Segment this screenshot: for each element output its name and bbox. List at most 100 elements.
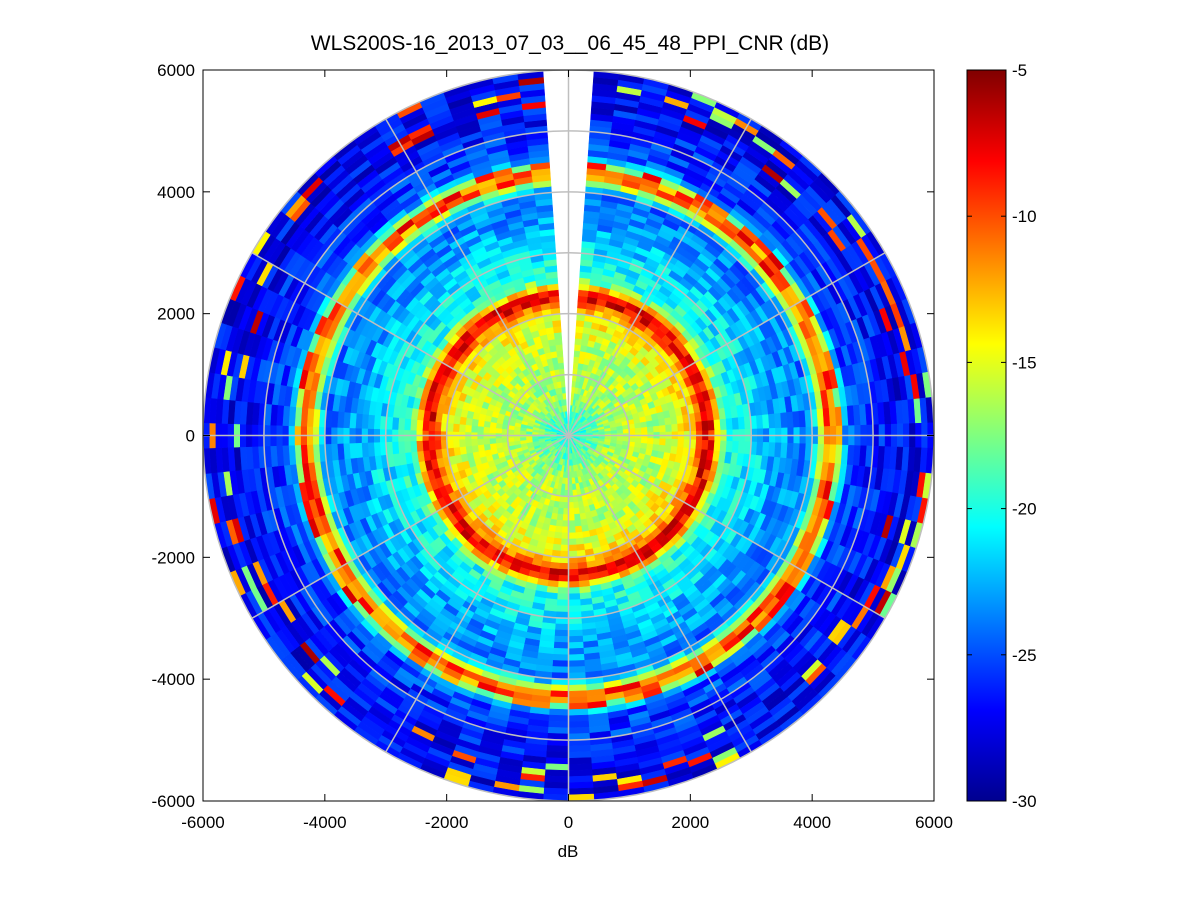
- ppi-cell: [416, 440, 424, 452]
- ppi-cell: [549, 690, 569, 698]
- ppi-cell: [568, 526, 576, 534]
- ppi-cell: [513, 436, 521, 442]
- ppi-cell: [571, 483, 577, 491]
- ppi-cell: [483, 443, 491, 451]
- ppi-cell: [568, 726, 590, 735]
- ppi-cell: [610, 430, 618, 435]
- ppi-cell: [568, 568, 579, 576]
- ppi-cell: [409, 418, 418, 431]
- ppi-cell: [568, 745, 591, 753]
- ppi-cell: [575, 331, 584, 340]
- ppi-cell: [552, 325, 562, 334]
- ppi-cell: [719, 418, 728, 431]
- ppi-cell: [568, 666, 586, 674]
- ppi-cell: [737, 416, 746, 430]
- ppi-cell: [568, 641, 584, 649]
- chart-title: WLS200S-16_2013_07_03__06_45_48_PPI_CNR …: [311, 32, 829, 55]
- ppi-cell: [545, 757, 569, 765]
- ppi-cell: [695, 421, 703, 432]
- ppi-cell: [561, 386, 566, 394]
- ppi-cell: [397, 417, 406, 431]
- ppi-cell: [713, 419, 721, 431]
- ppi-cell: [555, 519, 563, 527]
- ppi-cell: [653, 425, 661, 433]
- ppi-cell: [568, 696, 588, 704]
- ppi-cell: [568, 538, 577, 546]
- ppi-cell: [549, 696, 569, 704]
- ppi-cell: [553, 635, 569, 643]
- ppi-cell: [562, 392, 567, 400]
- ppi-cell: [562, 508, 569, 515]
- ppi-cell: [695, 439, 703, 450]
- ppi-cell: [604, 430, 612, 435]
- ppi-cell: [553, 331, 562, 340]
- ppi-cell: [640, 426, 648, 434]
- ppi-cell: [544, 763, 569, 771]
- ppi-cell: [489, 442, 497, 450]
- ppi-cell: [547, 726, 569, 735]
- ppi-cell: [561, 526, 569, 534]
- ppi-cell: [558, 568, 569, 576]
- ppi-cell: [575, 537, 585, 546]
- ppi-cell: [568, 769, 593, 777]
- ppi-cell: [568, 502, 574, 509]
- ppi-cell: [434, 439, 442, 450]
- ppi-cell: [428, 439, 436, 451]
- ppi-cell: [568, 702, 588, 710]
- ppi-cell: [556, 599, 569, 607]
- ppi-cell: [391, 441, 400, 455]
- ppi-cell: [552, 543, 562, 552]
- ppi-cell: [458, 438, 466, 448]
- ppi-cell: [646, 420, 654, 428]
- ppi-cell: [422, 419, 430, 431]
- ppi-cell: [568, 654, 585, 662]
- ppi-cell: [562, 514, 569, 522]
- ppi-cell: [671, 423, 679, 433]
- ppi-cell: [560, 380, 566, 388]
- ppi-cell: [558, 562, 569, 570]
- ppi-cell: [552, 660, 569, 668]
- ppi-cell: [550, 684, 569, 692]
- ppi-cell: [575, 325, 585, 334]
- ppi-cell: [568, 708, 589, 716]
- ppi-cell: [634, 422, 642, 429]
- ppi-cell: [552, 654, 569, 662]
- ppi-cell: [555, 344, 563, 352]
- ppi-cell: [452, 439, 460, 448]
- ppi-cell: [470, 438, 478, 446]
- ppi-cell: [701, 420, 709, 432]
- ppi-cell: [665, 424, 673, 433]
- ppi-cell: [568, 751, 592, 759]
- ppi-cell: [573, 513, 581, 521]
- ppi-cell: [652, 419, 660, 427]
- ppi-cell: [556, 350, 564, 358]
- ppi-cell: [573, 507, 580, 515]
- ppi-cell: [525, 436, 533, 441]
- ppi-cell: [568, 599, 581, 607]
- ppi-cell: [434, 421, 442, 432]
- ppi-cell: [568, 544, 577, 552]
- ppi-cell: [544, 769, 569, 777]
- ppi-cell: [560, 544, 569, 552]
- ppi-cell: [422, 440, 430, 452]
- ppi-cell: [452, 423, 460, 432]
- ppi-cell: [640, 421, 648, 429]
- ppi-cell: [616, 429, 624, 435]
- ppi-cell: [568, 587, 580, 595]
- ppi-cell: [707, 440, 715, 452]
- ppi-cell: [547, 720, 569, 729]
- ppi-cell: [551, 666, 569, 674]
- ppi-cell: [403, 418, 412, 431]
- ppi-cell: [552, 647, 569, 656]
- ppi-cell: [483, 438, 491, 445]
- ppi-cell: [391, 416, 400, 430]
- ppi-cell: [556, 593, 569, 601]
- ppi-cell: [558, 575, 569, 582]
- ppi-cell: [544, 775, 569, 783]
- ppi-cell: [574, 519, 582, 527]
- ppi-cell: [572, 501, 579, 509]
- ppi-cell: [458, 423, 466, 433]
- ppi-cell: [575, 531, 584, 540]
- ppi-cell: [634, 427, 642, 434]
- ppi-cell: [554, 525, 563, 534]
